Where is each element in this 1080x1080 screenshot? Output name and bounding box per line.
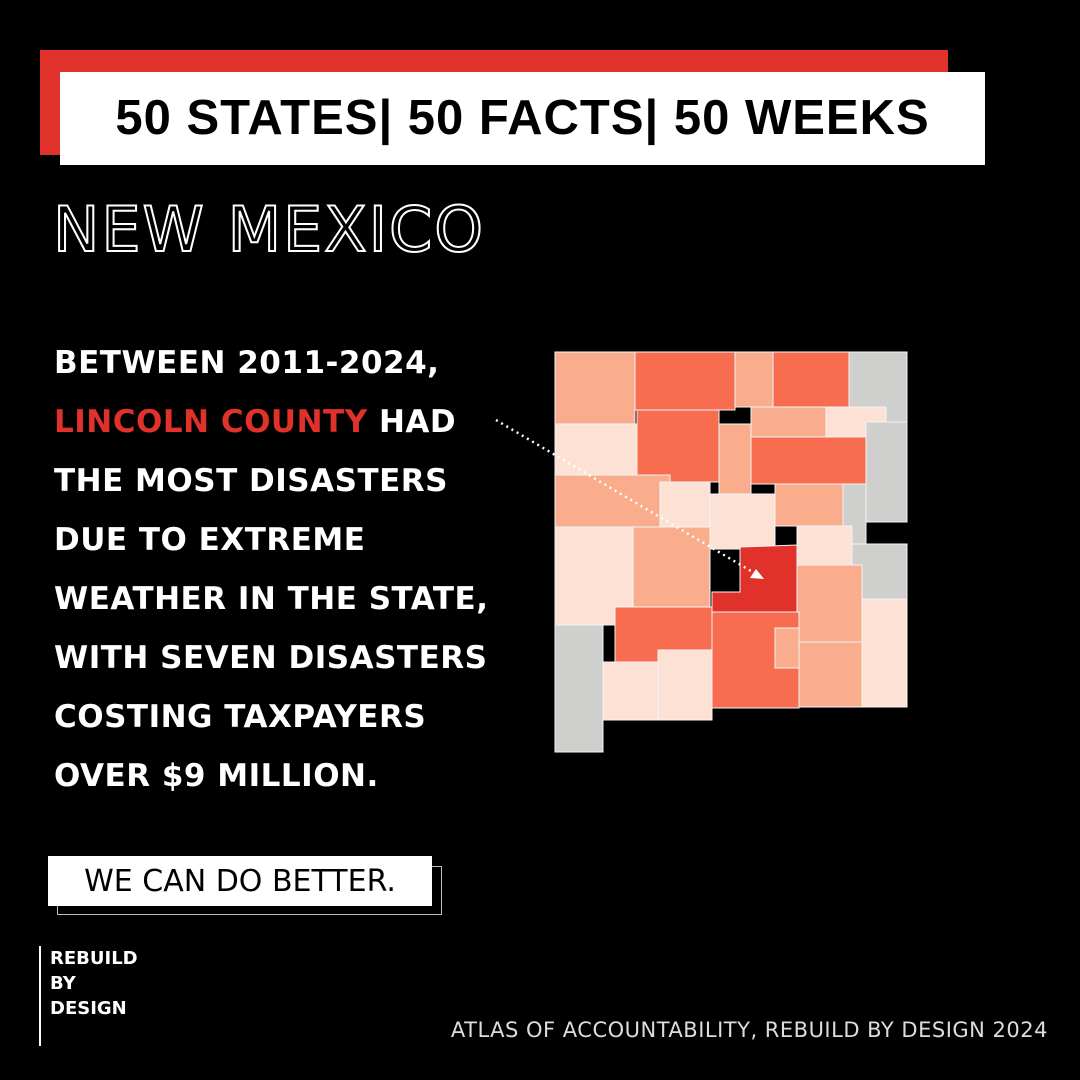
county bbox=[718, 423, 752, 495]
county bbox=[865, 421, 908, 523]
county bbox=[636, 409, 720, 483]
logo: REBUILD BY DESIGN bbox=[50, 946, 138, 1021]
state-name: NEW MEXICO bbox=[52, 192, 486, 267]
county bbox=[634, 351, 736, 411]
county bbox=[554, 624, 604, 753]
fact-line: THE MOST DISASTERS bbox=[54, 463, 448, 499]
logo-line: REBUILD bbox=[50, 948, 138, 969]
county bbox=[774, 627, 800, 669]
fact-text: BETWEEN 2011-2024, LINCOLN COUNTY HAD TH… bbox=[54, 334, 488, 806]
county bbox=[750, 406, 827, 438]
fact-line: WITH SEVEN DISASTERS bbox=[54, 640, 488, 676]
credit: ATLAS OF ACCOUNTABILITY, REBUILD BY DESI… bbox=[450, 1018, 1048, 1042]
logo-rule bbox=[39, 946, 41, 1046]
county bbox=[796, 525, 853, 571]
pointer-arrow bbox=[750, 569, 764, 579]
header-box bbox=[60, 72, 985, 165]
pointer-line bbox=[495, 418, 757, 576]
county bbox=[774, 483, 844, 527]
county bbox=[709, 493, 776, 550]
county bbox=[554, 351, 636, 425]
county bbox=[734, 351, 774, 408]
slogan: WE CAN DO BETTER. bbox=[84, 864, 396, 899]
fact-line: DUE TO EXTREME bbox=[54, 522, 366, 558]
fact-line: COSTING TAXPAYERS bbox=[54, 699, 427, 735]
fact-line: BETWEEN 2011-2024, bbox=[54, 345, 440, 381]
county bbox=[750, 436, 867, 485]
fact-line: LINCOLN COUNTY HAD bbox=[54, 393, 488, 452]
logo-line: BY bbox=[50, 973, 76, 994]
logo-line: DESIGN bbox=[50, 998, 127, 1019]
fact-line: WEATHER IN THE STATE, bbox=[54, 581, 489, 617]
county bbox=[772, 351, 850, 408]
county-highlight: LINCOLN COUNTY bbox=[54, 404, 368, 440]
header-title: 50 STATES| 50 FACTS| 50 WEEKS bbox=[115, 91, 930, 145]
county bbox=[554, 474, 671, 528]
county bbox=[798, 641, 863, 708]
county bbox=[861, 598, 908, 708]
fact-line: OVER $9 MILLION. bbox=[54, 758, 379, 794]
slogan-box bbox=[48, 856, 432, 906]
county bbox=[602, 661, 659, 721]
county bbox=[657, 649, 713, 721]
county bbox=[796, 564, 863, 643]
fact-text-rest: HAD bbox=[378, 404, 457, 440]
